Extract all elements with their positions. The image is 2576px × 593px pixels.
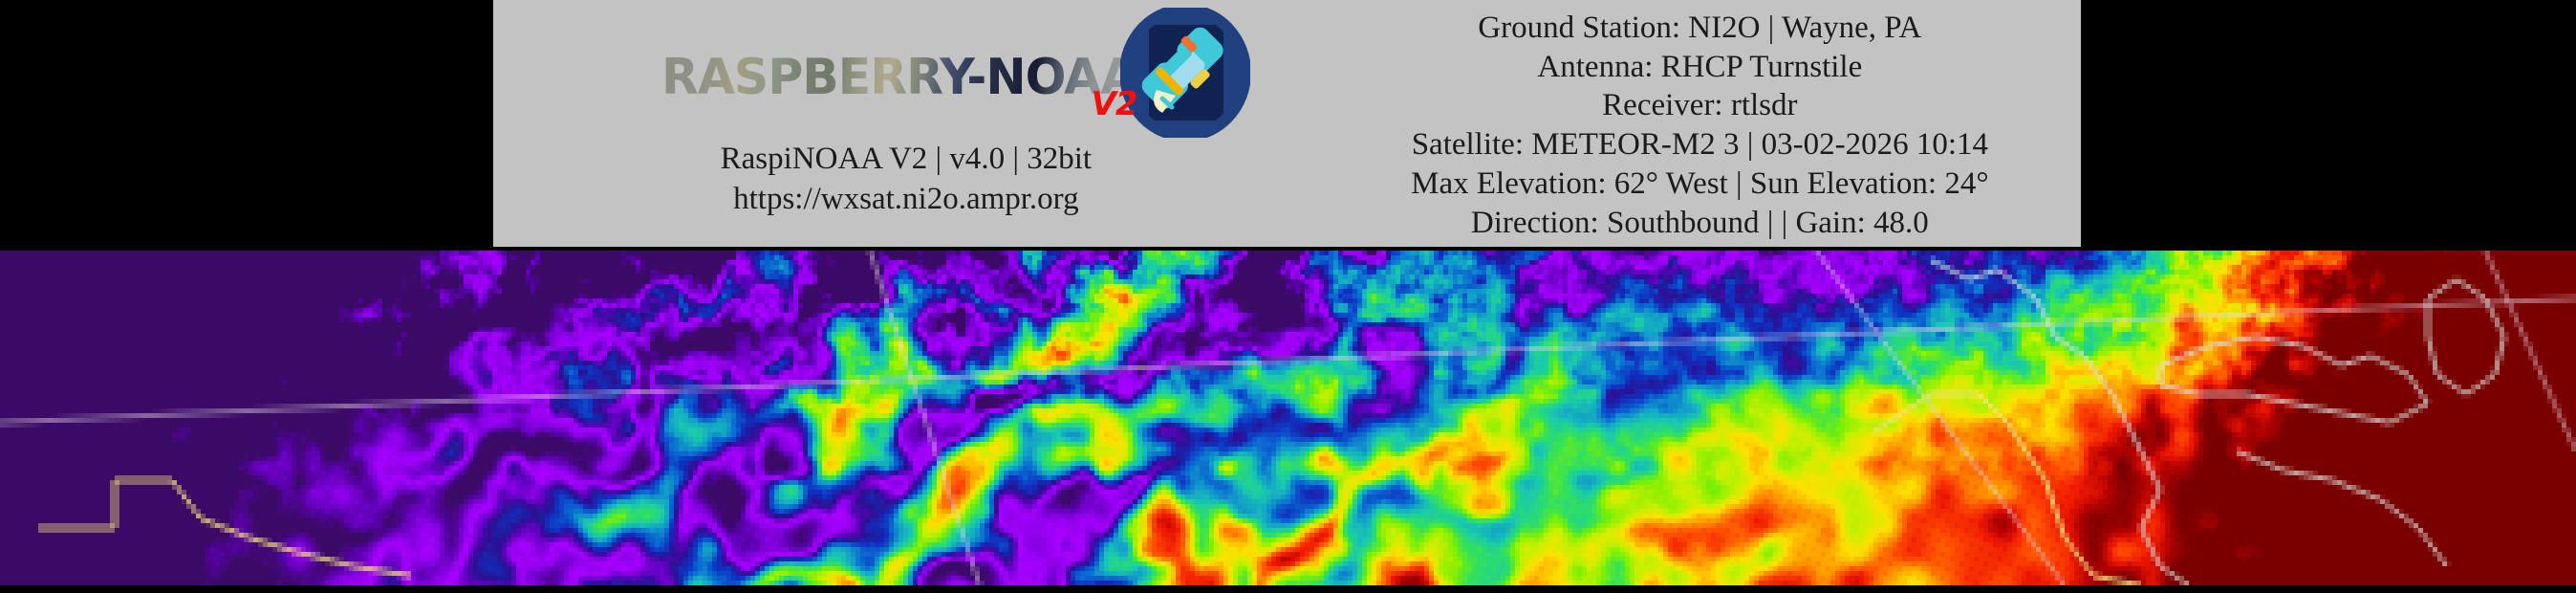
logo-inner: RASPBERRY-NOAA V2 [660, 0, 1251, 143]
satellite-image-strip [0, 251, 2576, 585]
left-info-line-1: https://wxsat.ni2o.ampr.org [733, 181, 1079, 216]
right-black-margin [2081, 0, 2576, 247]
satellite-image-canvas [0, 251, 2576, 585]
pass-metadata-lines: Ground Station: NI2O | Wayne, PA Antenna… [1411, 9, 1988, 243]
logo-row: RASPBERRY-NOAA V2 [493, 0, 1319, 143]
bottom-black-margin [0, 585, 2576, 593]
raspberry-noaa-wordmark: RASPBERRY-NOAA [660, 49, 1137, 106]
direction-gain-line: Direction: Southbound | | Gain: 48.0 [1470, 205, 1929, 240]
elevation-line: Max Elevation: 62° West | Sun Elevation:… [1411, 165, 1989, 201]
satellite-icon [1118, 4, 1251, 142]
header-right-column: Ground Station: NI2O | Wayne, PA Antenna… [1319, 0, 2081, 247]
header-left-column: RASPBERRY-NOAA V2 [493, 0, 1319, 247]
left-info-line-0: RaspiNOAA V2 | v4.0 | 32bit [720, 142, 1093, 176]
antenna-line: Antenna: RHCP Turnstile [1537, 49, 1863, 84]
receiver-line: Receiver: rtlsdr [1602, 88, 1798, 123]
satellite-line: Satellite: METEOR-M2 3 | 03-02-2026 10:1… [1411, 127, 1988, 162]
version-badge-v2: V2 [1091, 85, 1138, 123]
header-panel: RASPBERRY-NOAA V2 [493, 0, 2081, 247]
ground-station-line: Ground Station: NI2O | Wayne, PA [1478, 10, 1922, 45]
left-info-lines: RaspiNOAA V2 | v4.0 | 32bit https://wxsa… [493, 140, 1319, 219]
left-black-margin [0, 0, 493, 247]
